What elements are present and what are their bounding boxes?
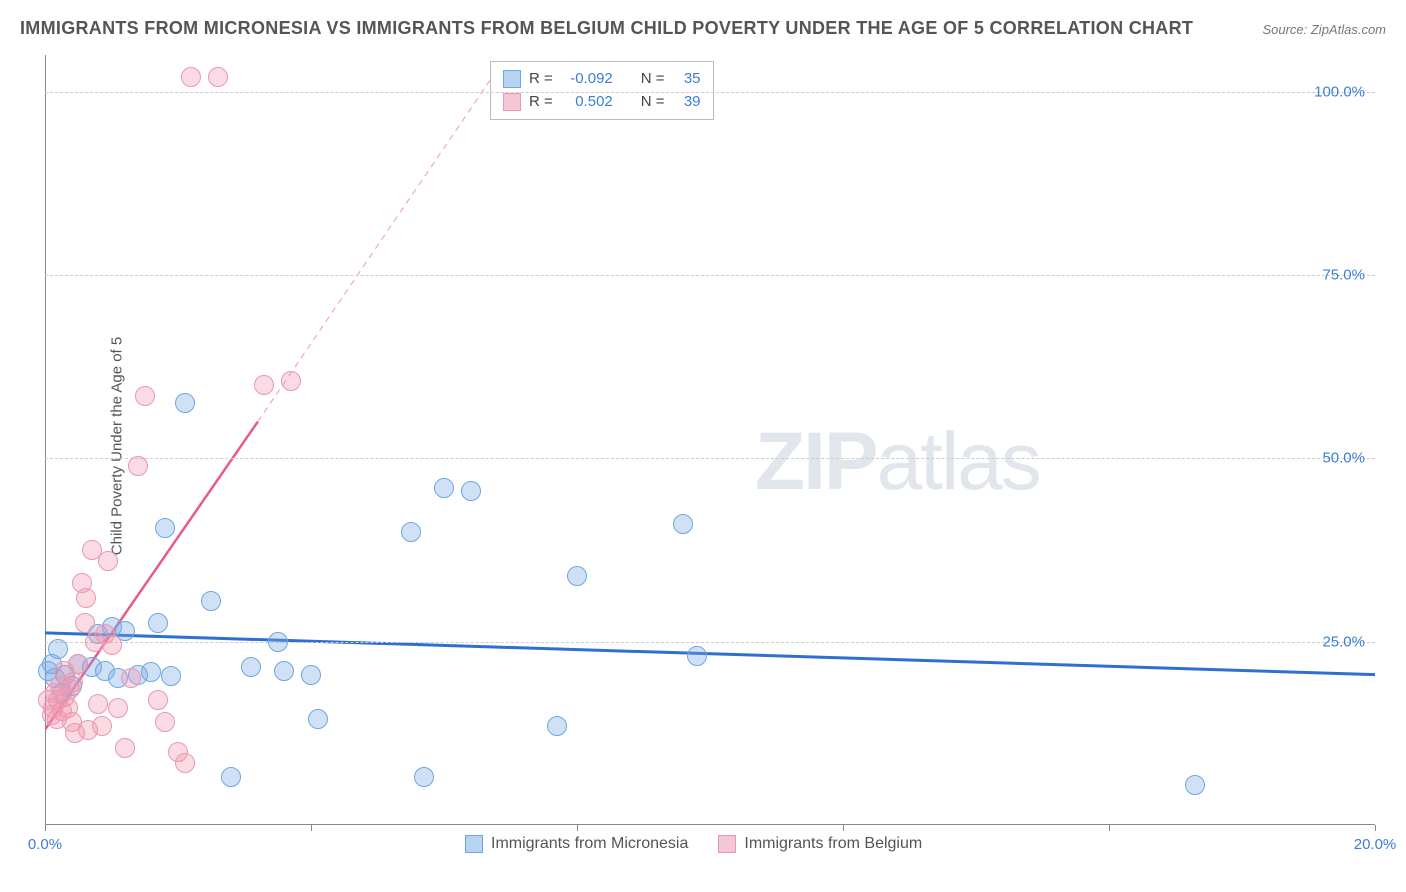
scatter-point <box>148 690 168 710</box>
scatter-point <box>181 67 201 87</box>
stats-row: R = -0.092 N = 35 <box>503 68 701 91</box>
scatter-point <box>201 591 221 611</box>
n-value: 39 <box>673 91 701 114</box>
scatter-point <box>673 514 693 534</box>
scatter-point <box>208 67 228 87</box>
scatter-point <box>141 662 161 682</box>
scatter-point <box>175 753 195 773</box>
y-tick-label: 50.0% <box>1322 450 1365 467</box>
y-tick-label: 75.0% <box>1322 267 1365 284</box>
scatter-point <box>221 767 241 787</box>
title-bar: IMMIGRANTS FROM MICRONESIA VS IMMIGRANTS… <box>20 18 1386 39</box>
x-tick <box>1109 825 1110 831</box>
plot-area: ZIPatlas R =-0.092N =35R =0.502N =39 Imm… <box>45 55 1375 825</box>
source-label: Source: ZipAtlas.com <box>1262 22 1386 37</box>
r-value: 0.502 <box>561 91 613 114</box>
x-tick-label: 20.0% <box>1354 836 1397 853</box>
scatter-point <box>461 481 481 501</box>
scatter-point <box>92 716 112 736</box>
gridline-h <box>45 458 1375 459</box>
scatter-point <box>115 738 135 758</box>
legend-label: Immigrants from Belgium <box>744 835 922 853</box>
series-swatch <box>465 835 483 853</box>
scatter-point <box>155 712 175 732</box>
y-tick-label: 100.0% <box>1314 83 1365 100</box>
n-value: 35 <box>673 68 701 91</box>
gridline-h <box>45 275 1375 276</box>
x-tick <box>311 825 312 831</box>
gridline-h <box>45 92 1375 93</box>
scatter-point <box>76 588 96 608</box>
scatter-point <box>1185 775 1205 795</box>
x-tick <box>45 825 46 831</box>
scatter-point <box>414 767 434 787</box>
scatter-point <box>434 478 454 498</box>
r-label: R = <box>529 68 553 91</box>
x-tick <box>843 825 844 831</box>
r-label: R = <box>529 91 553 114</box>
scatter-point <box>241 657 261 677</box>
legend-item: Immigrants from Belgium <box>718 835 922 853</box>
series-swatch <box>718 835 736 853</box>
scatter-point <box>102 635 122 655</box>
scatter-point <box>148 613 168 633</box>
y-tick-label: 25.0% <box>1322 633 1365 650</box>
scatter-point <box>161 666 181 686</box>
scatter-point <box>281 371 301 391</box>
scatter-point <box>274 661 294 681</box>
scatter-point <box>547 716 567 736</box>
scatter-point <box>75 613 95 633</box>
n-label: N = <box>641 91 665 114</box>
scatter-point <box>88 694 108 714</box>
scatter-point <box>308 709 328 729</box>
legend-label: Immigrants from Micronesia <box>491 835 688 853</box>
scatter-point <box>401 522 421 542</box>
scatter-point <box>567 566 587 586</box>
watermark: ZIPatlas <box>755 415 1040 509</box>
scatter-point <box>135 386 155 406</box>
scatter-point <box>155 518 175 538</box>
scatter-point <box>68 654 88 674</box>
scatter-point <box>48 639 68 659</box>
scatter-point <box>63 672 83 692</box>
x-tick <box>577 825 578 831</box>
gridline-h <box>45 642 1375 643</box>
series-swatch <box>503 70 521 88</box>
scatter-point <box>268 632 288 652</box>
r-value: -0.092 <box>561 68 613 91</box>
scatter-point <box>301 665 321 685</box>
x-tick <box>1375 825 1376 831</box>
x-tick-label: 0.0% <box>28 836 62 853</box>
scatter-point <box>98 551 118 571</box>
trend-lines <box>45 55 1375 825</box>
scatter-point <box>175 393 195 413</box>
scatter-point <box>128 456 148 476</box>
scatter-point <box>121 668 141 688</box>
scatter-point <box>687 646 707 666</box>
correlation-stats-box: R = -0.092 N = 35 R = 0.502 N = 39 <box>490 61 714 120</box>
n-label: N = <box>641 68 665 91</box>
series-swatch <box>503 93 521 111</box>
scatter-point <box>108 698 128 718</box>
legend-item: Immigrants from Micronesia <box>465 835 688 853</box>
x-axis-line <box>45 824 1375 825</box>
bottom-legend: Immigrants from Micronesia Immigrants fro… <box>465 835 922 853</box>
scatter-point <box>254 375 274 395</box>
chart-title: IMMIGRANTS FROM MICRONESIA VS IMMIGRANTS… <box>20 18 1193 39</box>
stats-row: R = 0.502 N = 39 <box>503 91 701 114</box>
